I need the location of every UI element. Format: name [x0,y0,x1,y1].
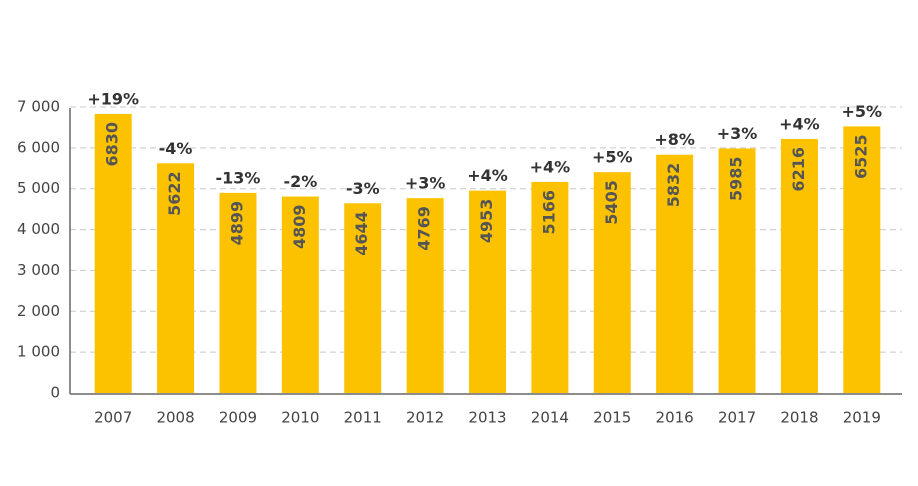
annotation: +5% [592,148,633,167]
bar [656,154,694,393]
y-tick-label: 0 [50,384,60,402]
annotation: +3% [405,174,446,193]
y-tick-label: 4 000 [17,220,60,238]
value-label: 5166 [539,190,558,235]
annotation: +5% [842,102,883,121]
x-tick-label: 2014 [531,409,569,427]
value-label: 4644 [352,211,371,256]
value-label: 5622 [165,171,184,216]
value-label: 5832 [664,163,683,208]
bar [157,163,195,393]
value-label: 6525 [851,134,870,179]
bar [219,192,257,393]
bar [344,203,382,393]
x-tick-label: 2007 [94,409,132,427]
annotation: -13% [215,168,260,187]
annotation: +4% [467,166,508,185]
x-tick-label: 2013 [468,409,506,427]
annotation: +3% [717,124,758,143]
value-label: 4899 [227,201,246,246]
annotation: -3% [346,179,380,198]
x-tick-label: 2012 [406,409,444,427]
annotation: +4% [779,115,820,134]
bar [469,190,506,393]
value-label: 4953 [477,199,496,244]
x-tick-label: 2017 [718,409,756,427]
bar [780,139,818,393]
x-tick-label: 2018 [780,409,818,427]
x-tick-label: 2010 [281,409,319,427]
y-tick-label: 3 000 [17,261,60,279]
y-tick-label: 5 000 [17,179,60,197]
x-tick-label: 2008 [156,409,194,427]
value-label: 6216 [789,147,808,192]
annotation: +19% [87,89,139,108]
annotation: -2% [283,172,317,191]
x-tick-label: 2015 [593,409,631,427]
annotation: +8% [654,130,695,149]
x-tick-label: 2016 [656,409,694,427]
bar [593,172,631,393]
bar [94,113,132,394]
y-tick-label: 2 000 [17,302,60,320]
bar [531,181,569,393]
value-label: 5985 [727,156,746,201]
x-tick-label: 2011 [344,409,382,427]
y-tick-label: 1 000 [17,343,60,361]
bar [406,198,444,393]
value-label: 4809 [290,205,309,250]
y-tick-label: 6 000 [17,138,60,156]
bar [843,126,881,394]
annotation: -4% [159,139,193,158]
y-tick-label: 7 000 [17,98,60,116]
bar [718,148,756,393]
value-label: 5405 [602,180,621,225]
value-label: 4769 [415,206,434,251]
value-label: 6830 [103,122,122,167]
annotation: +4% [530,157,571,176]
x-tick-label: 2009 [219,409,257,427]
bar [281,196,319,393]
x-tick-label: 2019 [843,409,881,427]
